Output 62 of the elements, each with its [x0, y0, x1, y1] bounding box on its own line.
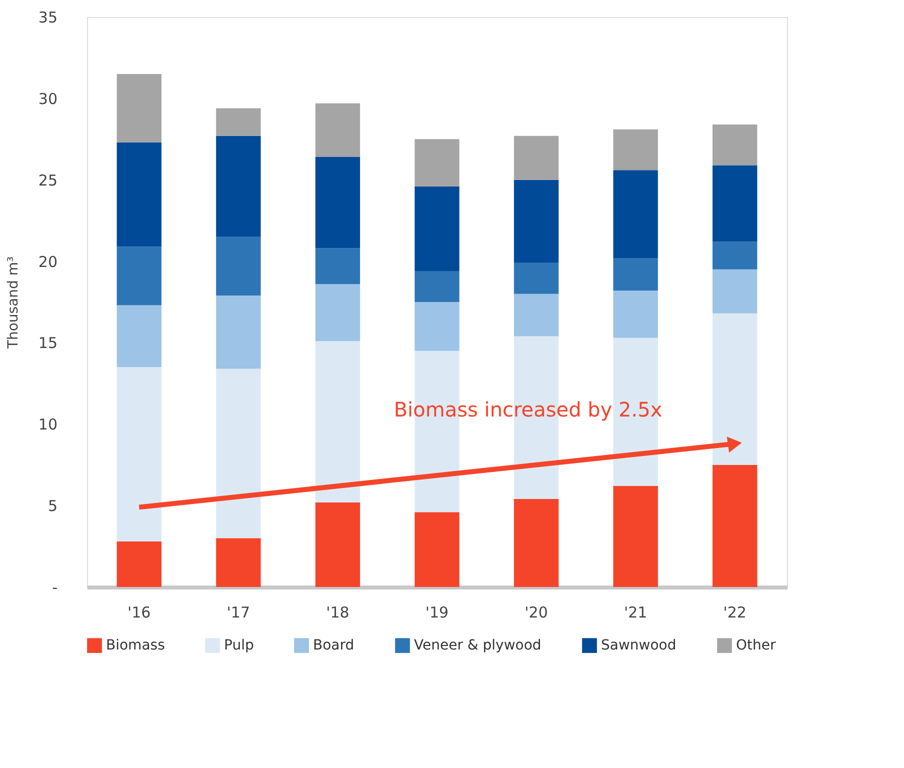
x-tick-label: '18 — [326, 604, 350, 622]
bar — [613, 170, 658, 258]
bar — [315, 502, 360, 587]
legend-label: Sawnwood — [601, 638, 676, 654]
y-tick-label: 30 — [38, 90, 58, 108]
bar — [216, 136, 261, 237]
bar — [116, 142, 162, 247]
y-tick-label: 25 — [38, 171, 58, 190]
y-tick-label: 35 — [38, 8, 58, 26]
bar — [414, 139, 460, 186]
legend-label: Veneer & plywood — [414, 638, 542, 654]
bar — [216, 236, 261, 296]
bar — [514, 180, 559, 263]
bar — [315, 248, 360, 284]
legend-label: Board — [313, 638, 354, 654]
x-tick-label: '16 — [128, 604, 151, 622]
bar — [315, 157, 360, 248]
y-tick-label: 5 — [48, 497, 58, 516]
bar — [216, 295, 261, 369]
y-tick-label: - — [52, 578, 58, 596]
bar — [514, 499, 559, 587]
annotation: Biomass increased by 2.5x — [394, 397, 662, 422]
legend-label: Other — [736, 638, 776, 654]
y-tick-label: 15 — [38, 334, 58, 352]
bar — [712, 464, 758, 587]
bar — [712, 165, 758, 242]
x-tick-label: '21 — [624, 604, 648, 622]
bar — [613, 258, 658, 291]
bar — [116, 367, 162, 542]
bar — [712, 269, 758, 314]
bar — [414, 512, 460, 587]
bar — [414, 186, 460, 272]
y-tick-label: 10 — [38, 416, 58, 434]
bar — [315, 284, 360, 342]
bar — [116, 305, 162, 368]
x-tick-label: '22 — [723, 604, 746, 622]
bar — [712, 124, 758, 166]
bar — [216, 368, 261, 538]
bar — [116, 246, 162, 306]
bar — [414, 271, 460, 302]
bar — [414, 302, 460, 351]
legend-label: Pulp — [224, 638, 254, 654]
bar — [613, 290, 658, 338]
y-axis-title: Thousand m³ — [5, 256, 22, 350]
bar — [712, 242, 758, 270]
bar — [315, 103, 360, 158]
bar — [216, 108, 261, 136]
bar — [315, 341, 360, 502]
bar — [613, 129, 658, 170]
bar — [514, 262, 559, 294]
bar — [216, 538, 261, 587]
bar — [514, 294, 559, 336]
y-tick-label: 20 — [38, 252, 58, 271]
legend-label: Biomass — [106, 638, 165, 654]
bar — [514, 136, 559, 180]
x-tick-label: '19 — [425, 604, 449, 622]
x-tick-label: '17 — [226, 604, 250, 622]
bar — [116, 541, 162, 587]
bar — [712, 313, 758, 465]
x-tick-label: '20 — [524, 604, 548, 622]
bar — [116, 74, 162, 142]
bar — [613, 486, 658, 587]
